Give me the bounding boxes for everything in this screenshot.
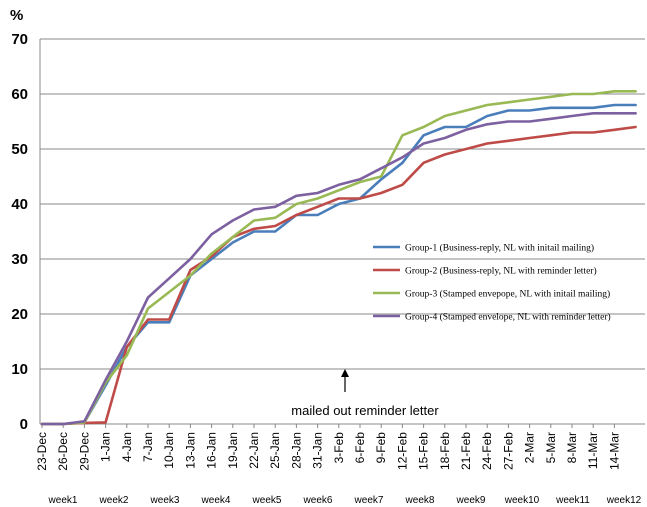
x-tick-label: 29-Dec xyxy=(77,432,91,471)
x-tick-label: 5-Mar xyxy=(544,432,558,463)
x-tick-label: 18-Feb xyxy=(438,432,452,470)
week-labels: week1 week2 week3 week4 week5 week6 week7 week8… xyxy=(48,495,642,506)
week-label: week2 xyxy=(99,495,129,506)
x-tick-label: 23-Dec xyxy=(35,432,49,471)
legend-label-group-3: Group-3 (Stamped envepope, NL with inita… xyxy=(405,289,610,300)
annotation-text: mailed out reminder letter xyxy=(291,403,439,418)
legend-label-group-2: Group-2 (Business-reply, NL with reminde… xyxy=(405,266,597,277)
y-tick-label: 30 xyxy=(11,251,28,268)
series-lines xyxy=(40,90,637,426)
y-tick-label: 10 xyxy=(11,361,28,378)
x-tick-label: 24-Feb xyxy=(480,432,494,470)
week-label: week9 xyxy=(456,495,486,506)
y-tick-label: 60 xyxy=(11,86,28,103)
week-label: week1 xyxy=(48,495,78,506)
series-line-group-3 xyxy=(40,90,637,426)
annotation-arrow-head xyxy=(341,369,349,377)
legend: Group-1 (Business-reply, NL with initail… xyxy=(373,243,611,323)
x-tick-label: 11-Mar xyxy=(586,432,600,469)
x-tick-label: 28-Jan xyxy=(289,432,303,469)
x-tick-label: 6-Feb xyxy=(353,432,367,464)
legend-label-group-4: Group-4 (Stamped envelope, NL with remin… xyxy=(405,312,611,323)
week-label: week10 xyxy=(504,495,540,506)
week-label: week7 xyxy=(354,495,384,506)
x-tick-label: 14-Mar xyxy=(607,432,621,470)
week-label: week12 xyxy=(606,495,642,506)
y-tick-label: 0 xyxy=(20,416,28,433)
x-tick-label: 21-Feb xyxy=(459,432,473,470)
y-axis: % 0 10 20 30 40 50 60 70 xyxy=(10,7,41,433)
x-tick-label: 12-Feb xyxy=(395,432,409,470)
x-tick-label: 22-Jan xyxy=(247,432,261,469)
x-tick-label: 2-Mar xyxy=(523,432,537,463)
reminder-annotation: mailed out reminder letter xyxy=(291,369,439,418)
x-tick-label: 8-Mar xyxy=(565,432,579,463)
x-tick-label: 9-Feb xyxy=(374,432,388,464)
week-label: week5 xyxy=(252,495,282,506)
x-tick-label: 15-Feb xyxy=(417,432,431,470)
y-tick-label: 20 xyxy=(11,306,28,323)
x-tick-label: 27-Feb xyxy=(501,432,515,470)
series-line-group-1 xyxy=(40,103,637,426)
y-tick-label: 40 xyxy=(11,196,28,213)
x-axis: 23-Dec 26-Dec 29-Dec 1-Jan 4-Jan 7-Jan 10-Jan 1… xyxy=(35,423,645,471)
x-tick-label: 3-Feb xyxy=(332,432,346,464)
week-label: week6 xyxy=(303,495,333,506)
x-tick-label: 10-Jan xyxy=(162,432,176,469)
x-tick-label: 13-Jan xyxy=(183,432,197,469)
week-label: week4 xyxy=(201,495,231,506)
x-tick-label: 26-Dec xyxy=(56,432,70,471)
y-tick-label: 50 xyxy=(11,141,28,158)
week-label: week11 xyxy=(555,495,590,506)
x-tick-label: 4-Jan xyxy=(120,432,134,462)
y-axis-unit-label: % xyxy=(10,7,23,24)
week-label: week3 xyxy=(150,495,180,506)
x-tick-label: 7-Jan xyxy=(141,432,155,462)
x-tick-label: 16-Jan xyxy=(205,432,219,469)
y-tick-label: 70 xyxy=(11,31,28,48)
week-label: week8 xyxy=(405,495,435,506)
legend-label-group-1: Group-1 (Business-reply, NL with initail… xyxy=(405,243,594,254)
series-line-group-4 xyxy=(40,112,637,426)
x-tick-label: 1-Jan xyxy=(99,432,113,462)
x-tick-label: 25-Jan xyxy=(268,432,282,469)
x-tick-label: 31-Jan xyxy=(311,432,325,469)
x-tick-label: 19-Jan xyxy=(226,432,240,469)
series-line-group-2 xyxy=(40,125,637,426)
